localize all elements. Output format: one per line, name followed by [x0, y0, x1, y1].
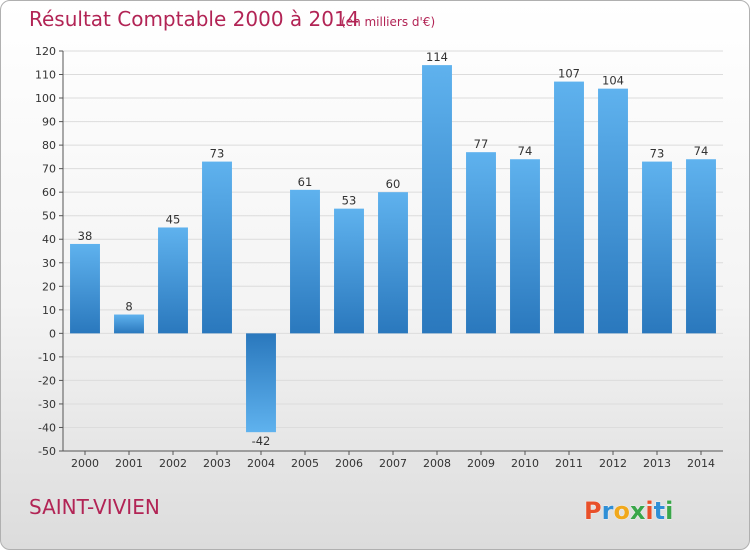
- x-tick-label: 2007: [379, 457, 407, 470]
- data-label-2005: 61: [298, 175, 313, 189]
- x-tick-label: 2008: [423, 457, 451, 470]
- proxiti-logo: Proxiti: [584, 497, 673, 525]
- y-tick-label: 20: [42, 280, 56, 293]
- x-tick-label: 2003: [203, 457, 231, 470]
- chart-title: Résultat Comptable 2000 à 2014: [29, 7, 359, 31]
- y-tick-label: 30: [42, 257, 56, 270]
- x-tick-label: 2011: [555, 457, 583, 470]
- bar-2010: [510, 159, 540, 334]
- data-label-2009: 77: [474, 137, 489, 151]
- logo-letter: P: [584, 497, 602, 525]
- y-tick-label: 110: [35, 69, 56, 82]
- data-label-2007: 60: [386, 177, 401, 191]
- y-tick-label: -40: [38, 421, 56, 434]
- bar-2008: [422, 65, 452, 334]
- y-axis-labels: -50 -40 -30 -20 -10 0 10 20 30 40 50 60 70 80 90 100 110…: [35, 45, 56, 458]
- x-tick-label: 2006: [335, 457, 363, 470]
- bar-2003: [202, 161, 232, 334]
- data-labels: 38 8 45 73 -42 61 53 60 114 77 74 107 104 73 74: [78, 50, 709, 448]
- y-tick-label: 50: [42, 210, 56, 223]
- data-label-2014: 74: [694, 144, 709, 158]
- y-tick-label: 10: [42, 304, 56, 317]
- y-tick-label: -10: [38, 351, 56, 364]
- logo-letter: i: [665, 497, 673, 525]
- commune-name: SAINT-VIVIEN: [29, 495, 160, 519]
- y-tick-label: 60: [42, 186, 56, 199]
- bar-2006: [334, 208, 364, 334]
- logo-letter: t: [654, 497, 665, 525]
- logo-letter: x: [630, 497, 646, 525]
- y-tick-label: 100: [35, 92, 56, 105]
- x-tick-label: 2010: [511, 457, 539, 470]
- bar-2011: [554, 81, 584, 334]
- bar-2009: [466, 152, 496, 334]
- axes: [59, 50, 723, 455]
- x-tick-label: 2013: [643, 457, 671, 470]
- x-tick-label: 2001: [115, 457, 143, 470]
- logo-letter: o: [613, 497, 630, 525]
- data-label-2004: -42: [252, 434, 271, 448]
- chart-unit: (en milliers d'€): [341, 15, 435, 29]
- data-label-2008: 114: [426, 50, 448, 64]
- bar-2001: [114, 314, 144, 334]
- logo-letter: r: [602, 497, 614, 525]
- data-label-2000: 38: [78, 229, 93, 243]
- y-tick-label: 90: [42, 116, 56, 129]
- bar-2000: [70, 243, 100, 334]
- bars: [70, 65, 716, 433]
- y-tick-label: 40: [42, 233, 56, 246]
- logo-letter: i: [645, 497, 653, 525]
- y-tick-label: 0: [49, 327, 56, 340]
- bar-2005: [290, 189, 320, 334]
- data-label-2013: 73: [650, 147, 665, 161]
- y-tick-label: 70: [42, 163, 56, 176]
- x-tick-label: 2014: [687, 457, 715, 470]
- x-tick-label: 2012: [599, 457, 627, 470]
- y-tick-label: 120: [35, 45, 56, 58]
- bar-2012: [598, 88, 628, 334]
- data-label-2006: 53: [342, 194, 357, 208]
- x-tick-label: 2009: [467, 457, 495, 470]
- bar-2004: [246, 333, 276, 433]
- data-label-2012: 104: [602, 74, 624, 88]
- x-tick-label: 2004: [247, 457, 275, 470]
- y-tick-label: -20: [38, 374, 56, 387]
- x-tick-label: 2002: [159, 457, 187, 470]
- x-axis-labels: 2000 2001 2002 2003 2004 2005 2006 2007 2008 2009…: [71, 457, 715, 470]
- x-tick-label: 2005: [291, 457, 319, 470]
- bar-2002: [158, 227, 188, 334]
- data-label-2011: 107: [558, 67, 580, 81]
- y-tick-label: -50: [38, 445, 56, 458]
- y-tick-label: 80: [42, 139, 56, 152]
- data-label-2003: 73: [210, 147, 225, 161]
- bar-2007: [378, 192, 408, 334]
- x-tick-label: 2000: [71, 457, 99, 470]
- bar-2013: [642, 161, 672, 334]
- data-label-2001: 8: [125, 300, 132, 314]
- y-tick-label: -30: [38, 398, 56, 411]
- bar-2014: [686, 159, 716, 334]
- data-label-2010: 74: [518, 144, 533, 158]
- data-label-2002: 45: [166, 212, 181, 226]
